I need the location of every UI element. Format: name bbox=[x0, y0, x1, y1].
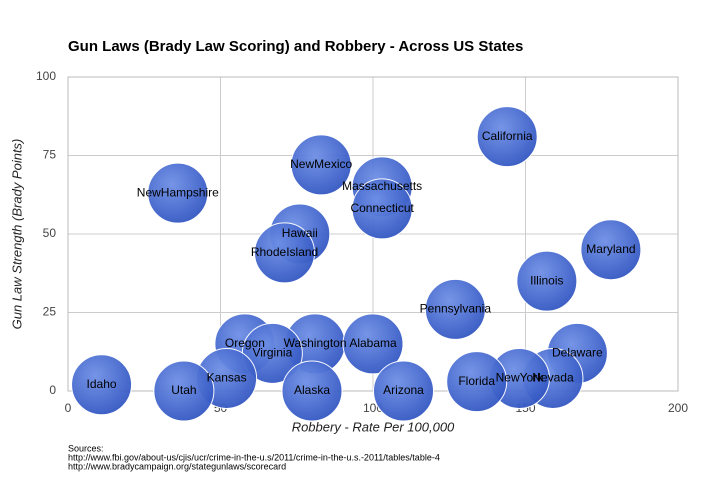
bubble bbox=[342, 313, 404, 375]
y-tick-label: 25 bbox=[43, 305, 57, 319]
bubble bbox=[476, 106, 538, 168]
bubble bbox=[147, 162, 209, 224]
bubble-label: Washington bbox=[284, 336, 347, 350]
bubble bbox=[424, 278, 486, 340]
bubble bbox=[446, 351, 508, 413]
bubble-label: Maryland bbox=[586, 242, 635, 256]
bubble-label: California bbox=[482, 129, 533, 143]
bubble-label: Oregon bbox=[225, 336, 265, 350]
chart-title: Gun Laws (Brady Law Scoring) and Robbery… bbox=[68, 38, 523, 55]
bubble-label: Illinois bbox=[530, 273, 563, 287]
x-tick-label: 200 bbox=[668, 401, 688, 415]
source-line: http://www.bradycampaign.org/stategunlaw… bbox=[68, 461, 286, 471]
bubble bbox=[153, 360, 215, 422]
source-line: http://www.fbi.gov/about-us/cjis/ucr/cri… bbox=[68, 452, 440, 462]
source-heading: Sources: bbox=[68, 443, 104, 453]
bubble-label: NewHampshire bbox=[137, 185, 219, 199]
y-tick-label: 75 bbox=[43, 148, 57, 162]
bubble-label: Virginia bbox=[252, 345, 292, 359]
y-tick-label: 100 bbox=[36, 69, 56, 83]
bubble-label: NewMexico bbox=[290, 157, 352, 171]
bubble-label: Hawaii bbox=[282, 226, 318, 240]
x-tick-label: 0 bbox=[65, 401, 72, 415]
bubble-label: Pennsylvania bbox=[420, 302, 492, 316]
bubble-label: Alabama bbox=[349, 336, 397, 350]
bubble-label: Alaska bbox=[294, 383, 330, 397]
bubble-label: Connecticut bbox=[350, 201, 414, 215]
bubble bbox=[71, 354, 133, 416]
bubble bbox=[516, 250, 578, 312]
bubble bbox=[254, 222, 316, 284]
bubble-label: Florida bbox=[458, 374, 495, 388]
bubble-label: Kansas bbox=[207, 371, 247, 385]
bubble-label: Nevada bbox=[532, 371, 574, 385]
bubble bbox=[580, 219, 642, 281]
bubble bbox=[351, 178, 413, 240]
bubble-label: RhodeIsland bbox=[251, 245, 318, 259]
bubble-label: Utah bbox=[171, 383, 196, 397]
bubble bbox=[290, 134, 352, 196]
bubble-label: Delaware bbox=[552, 345, 603, 359]
y-axis-title: Gun Law Strength (Brady Points) bbox=[9, 139, 24, 330]
y-tick-label: 0 bbox=[49, 383, 56, 397]
bubble bbox=[281, 360, 343, 422]
bubble bbox=[373, 360, 434, 422]
bubble-label: Arizona bbox=[383, 383, 424, 397]
y-tick-label: 50 bbox=[43, 226, 57, 240]
bubble-label: NewYork bbox=[496, 371, 545, 385]
bubble-label: Massachusetts bbox=[342, 179, 422, 193]
bubble-label: Idaho bbox=[87, 377, 117, 391]
x-axis-title: Robbery - Rate Per 100,000 bbox=[292, 419, 455, 434]
